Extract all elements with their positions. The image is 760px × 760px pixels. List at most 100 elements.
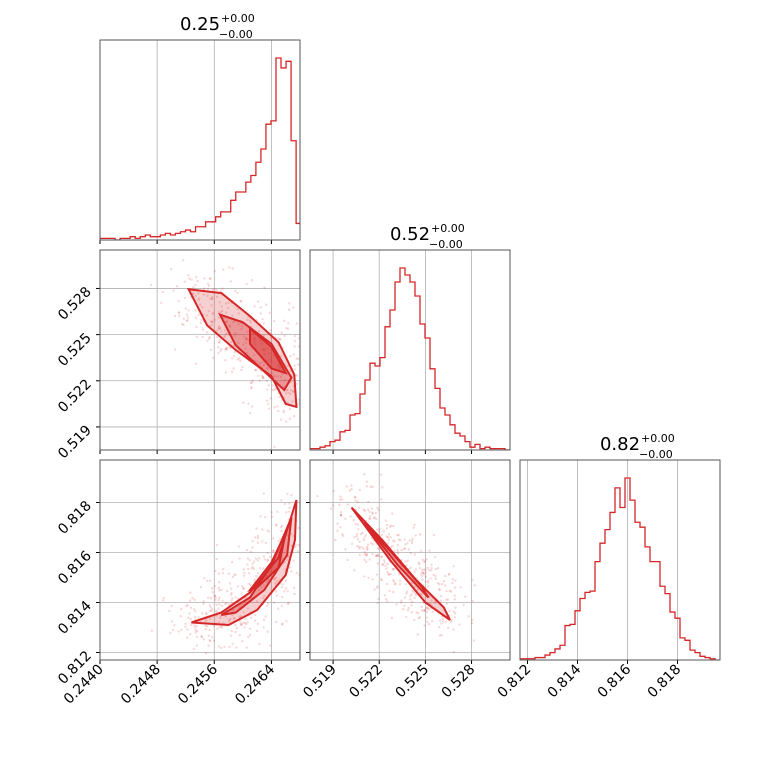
scatter-point	[258, 379, 261, 382]
scatter-point	[266, 602, 270, 605]
scatter-point	[253, 578, 257, 581]
scatter-point	[244, 347, 247, 350]
scatter-point	[161, 599, 165, 602]
scatter-point	[403, 547, 407, 550]
scatter-point	[212, 639, 216, 642]
scatter-point	[150, 629, 154, 632]
scatter-point	[251, 539, 254, 543]
scatter-point	[286, 364, 290, 368]
scatter-point	[236, 585, 240, 588]
scatter-point	[396, 544, 400, 547]
scatter-point	[262, 555, 266, 558]
scatter-point	[189, 606, 193, 610]
scatter-point	[262, 626, 265, 629]
scatter-point	[376, 554, 380, 557]
scatter-point	[392, 578, 395, 582]
scatter-point	[371, 578, 374, 581]
scatter-panel-1-0: 0.519 0.522 0.525 0.528	[55, 249, 301, 462]
scatter-point	[177, 299, 180, 303]
scatter-point	[426, 620, 429, 624]
scatter-point	[230, 370, 234, 373]
scatter-point	[189, 591, 192, 594]
scatter-point	[204, 619, 207, 623]
panel-background	[310, 460, 510, 660]
scatter-point	[301, 526, 303, 528]
scatter-point	[389, 536, 393, 539]
scatter-point	[339, 526, 342, 529]
scatter-point	[399, 601, 403, 604]
scatter-point	[207, 596, 210, 600]
scatter-point	[213, 594, 217, 598]
scatter-point	[262, 584, 266, 587]
scatter-point	[398, 572, 401, 576]
scatter-point	[217, 327, 221, 330]
scatter-point	[214, 569, 217, 573]
scatter-point	[261, 376, 265, 379]
scatter-point	[215, 557, 219, 561]
scatter-point	[260, 374, 264, 377]
scatter-point	[386, 542, 390, 545]
scatter-point	[195, 644, 199, 647]
scatter-point	[381, 563, 385, 567]
scatter-point	[292, 306, 295, 309]
scatter-point	[186, 603, 189, 607]
panel-background	[100, 40, 300, 240]
scatter-point	[220, 330, 223, 333]
scatter-point	[360, 545, 363, 549]
scatter-point	[396, 550, 400, 554]
panel-title-minus: −0.00	[219, 28, 253, 41]
scatter-point	[296, 357, 300, 361]
scatter-point	[292, 415, 296, 418]
scatter-point	[269, 357, 272, 361]
scatter-point	[282, 410, 286, 414]
scatter-point	[224, 615, 228, 618]
scatter-point	[454, 606, 457, 609]
scatter-point	[247, 402, 250, 406]
x-tick-label: 0.528	[439, 662, 479, 702]
scatter-point	[194, 628, 197, 632]
scatter-point	[246, 557, 250, 560]
scatter-point	[227, 301, 230, 305]
y-tick-label: 0.528	[55, 284, 95, 324]
scatter-point	[248, 558, 251, 562]
x-tick-label: 0.525	[393, 662, 433, 702]
y-tick-label: 0.816	[55, 548, 95, 588]
scatter-point	[252, 354, 256, 357]
scatter-point	[195, 335, 198, 339]
panel-data	[100, 57, 300, 240]
scatter-point	[238, 557, 241, 560]
scatter-point	[426, 566, 430, 570]
scatter-point	[234, 630, 237, 634]
scatter-point	[209, 348, 213, 351]
scatter-point	[193, 626, 197, 629]
scatter-point	[388, 525, 392, 529]
y-tick-label: 0.814	[55, 598, 95, 638]
scatter-point	[389, 524, 393, 527]
scatter-point	[413, 570, 416, 574]
scatter-point	[371, 485, 374, 488]
scatter-point	[265, 366, 269, 369]
scatter-point	[293, 364, 296, 367]
scatter-point	[252, 338, 256, 341]
scatter-point	[254, 557, 258, 560]
scatter-point	[386, 523, 389, 527]
scatter-point	[336, 529, 339, 532]
scatter-point	[210, 609, 213, 613]
scatter-point	[405, 590, 409, 593]
scatter-point	[403, 538, 406, 541]
scatter-point	[413, 585, 417, 589]
scatter-point	[400, 548, 403, 552]
scatter-point	[275, 594, 278, 597]
scatter-point	[281, 595, 284, 599]
scatter-point	[218, 596, 221, 599]
scatter-point	[373, 516, 377, 519]
scatter-point	[387, 539, 391, 542]
scatter-point	[202, 293, 205, 296]
panel-title: 0.82	[600, 434, 640, 455]
scatter-point	[219, 646, 223, 650]
scatter-point	[208, 277, 212, 280]
scatter-point	[219, 326, 222, 330]
scatter-point	[444, 574, 447, 578]
panel-frame	[99, 39, 301, 241]
panel-data	[520, 477, 720, 660]
